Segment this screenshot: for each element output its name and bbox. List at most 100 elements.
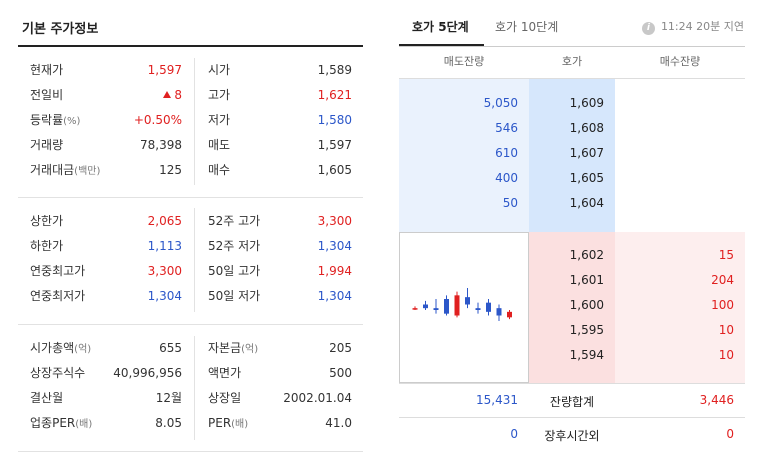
info-value: 1,113 <box>147 239 182 253</box>
candle-body <box>486 302 491 312</box>
candle <box>496 304 502 321</box>
candle <box>433 299 439 314</box>
column-divider <box>194 208 195 312</box>
info-value: 8 <box>163 83 182 108</box>
unit-label: (억) <box>241 344 259 355</box>
tab-divider <box>399 46 745 47</box>
info-value: 12월 <box>155 391 182 405</box>
info-label: 결산월 <box>30 391 64 405</box>
tab-orderbook-5[interactable]: 호가 5단계 <box>412 20 469 34</box>
ask-price[interactable]: 1,607 <box>569 146 604 160</box>
info-row: 결산월 12월 상장일 2002.01.04 <box>30 386 352 411</box>
info-label: 상한가 <box>30 214 64 228</box>
info-value: 1,994 <box>317 264 352 278</box>
unit-label: (백만) <box>74 166 101 177</box>
info-value: 1,605 <box>317 163 352 177</box>
tab-orderbook-10[interactable]: 호가 10단계 <box>495 20 559 34</box>
info-label: 상장일 <box>208 391 242 405</box>
unit-label: (배) <box>75 419 93 430</box>
candle <box>507 310 512 320</box>
info-row: 거래대금(백만) 125 매수 1,605 <box>30 158 352 183</box>
unit-label: (배) <box>231 419 249 430</box>
info-row: 연중최저가 1,304 50일 저가 1,304 <box>30 284 352 309</box>
section-divider <box>18 197 363 198</box>
candle-body <box>412 308 418 310</box>
info-row: 전일비 8 고가 1,621 <box>30 83 352 108</box>
bid-price[interactable]: 1,594 <box>569 348 604 362</box>
candle <box>486 299 491 316</box>
info-row: 등락률(%) +0.50% 저가 1,580 <box>30 108 352 133</box>
ask-price[interactable]: 1,609 <box>569 96 604 110</box>
info-row: 하한가 1,113 52주 저가 1,304 <box>30 234 352 259</box>
bid-price[interactable]: 1,600 <box>569 298 604 312</box>
info-value: 500 <box>329 366 352 380</box>
bid-volume: 10 <box>718 323 734 337</box>
info-value: 1,580 <box>317 113 352 127</box>
header-divider <box>399 78 745 79</box>
column-divider <box>194 58 195 185</box>
up-arrow-icon <box>163 91 172 98</box>
candle <box>444 295 449 316</box>
candle <box>423 300 428 310</box>
info-icon[interactable]: i <box>641 22 655 35</box>
info-row: 연중최고가 3,300 50일 고가 1,994 <box>30 259 352 284</box>
info-value: 1,597 <box>317 138 352 152</box>
basic-stock-info-panel: 기본 주가정보 현재가 1,597 시가 1,589 전일비 8 고가 1,621 등락률(%)… <box>0 0 380 466</box>
info-row: 거래량 78,398 매도 1,597 <box>30 133 352 158</box>
total-remaining-label: 잔량합계 <box>549 395 595 409</box>
info-row: 업종PER(배) 8.05 PER(배) 41.0 <box>30 411 352 436</box>
section-divider <box>18 451 363 452</box>
after-hours-ask-volume: 0 <box>510 427 518 441</box>
info-value: 3,300 <box>317 214 352 228</box>
info-value: 1,589 <box>317 63 352 77</box>
bid-price-area <box>529 232 615 383</box>
bid-price[interactable]: 1,595 <box>569 323 604 337</box>
info-value: 1,304 <box>317 239 352 253</box>
info-row: 상한가 2,065 52주 고가 3,300 <box>30 209 352 234</box>
info-row: 현재가 1,597 시가 1,589 <box>30 58 352 83</box>
ask-volume: 5,050 <box>483 96 518 110</box>
bid-volume: 15 <box>718 248 734 262</box>
bid-price[interactable]: 1,601 <box>569 273 604 287</box>
info-label: 전일비 <box>30 88 64 102</box>
ask-price[interactable]: 1,604 <box>569 196 604 210</box>
ask-volume: 50 <box>502 196 518 210</box>
info-label: 등락률(%) <box>30 113 81 127</box>
summary-divider <box>399 417 745 418</box>
info-label: 매도 <box>208 138 231 152</box>
price-header: 호가 <box>561 55 583 68</box>
bid-price[interactable]: 1,602 <box>569 248 604 262</box>
column-divider <box>194 336 195 440</box>
candle <box>475 302 481 314</box>
candle-body <box>507 311 512 318</box>
info-label: 52주 저가 <box>208 239 261 253</box>
info-label: 업종PER(배) <box>30 416 93 430</box>
candle-body <box>433 308 439 310</box>
update-time: i 11:24 20분 지연 <box>641 18 744 35</box>
info-value: +0.50% <box>133 113 182 127</box>
info-label: 자본금(억) <box>208 341 259 355</box>
candle-body <box>454 295 460 316</box>
info-label: 52주 고가 <box>208 214 261 228</box>
info-value: 8.05 <box>155 416 182 430</box>
info-label: 매수 <box>208 163 231 177</box>
bid-volume: 100 <box>711 298 734 312</box>
ask-price[interactable]: 1,608 <box>569 121 604 135</box>
info-row: 시가총액(억) 655 자본금(억) 205 <box>30 336 352 361</box>
info-label: 연중최고가 <box>30 264 86 278</box>
info-label: 현재가 <box>30 63 64 77</box>
after-hours-label: 장후시간외 <box>544 429 600 443</box>
info-label: 시가총액(억) <box>30 341 92 355</box>
ask-price[interactable]: 1,605 <box>569 171 604 185</box>
candle-body <box>444 299 449 314</box>
unit-label: (%) <box>63 116 81 127</box>
info-label: PER(배) <box>208 416 249 430</box>
update-time-text: 11:24 20분 지연 <box>660 20 744 33</box>
intraday-candle-chart <box>399 232 529 383</box>
info-label: 50일 저가 <box>208 289 261 303</box>
info-label: 액면가 <box>208 366 242 380</box>
title-divider <box>18 45 363 47</box>
candle-body <box>423 304 428 309</box>
candle <box>412 306 418 310</box>
bid-volume: 204 <box>711 273 734 287</box>
